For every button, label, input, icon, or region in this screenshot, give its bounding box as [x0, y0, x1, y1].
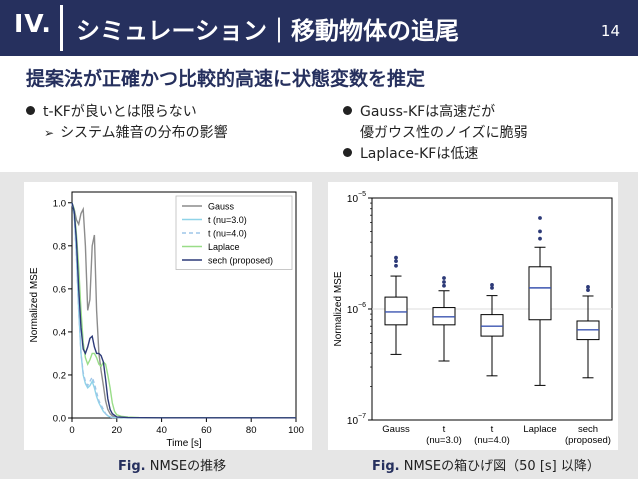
- nmse-line-chart: 0 20 40 60 80 100 0.0 0.2 0.4 0.6 0.8 1.0 Time [s] No…: [24, 182, 312, 450]
- legend-label: Gauss: [208, 202, 235, 212]
- y-tick-label: 10−6: [347, 302, 366, 316]
- legend-label: t (nu=4.0): [208, 229, 247, 239]
- outlier-point: [442, 283, 446, 288]
- box: [384, 296, 408, 326]
- x-tick-label: 20: [112, 425, 123, 436]
- bullet-item: t-KFが良いとは限らない: [26, 102, 228, 123]
- outlier-point: [490, 285, 494, 290]
- outlier-point: [538, 229, 542, 234]
- outlier-point: [538, 236, 542, 241]
- bullet-dot-icon: [26, 106, 35, 115]
- x-category-label: (proposed): [565, 435, 611, 446]
- series-line: [71, 202, 296, 419]
- slide-title: シミュレーション｜移動物体の追尾: [76, 17, 460, 45]
- x-tick-label: 40: [156, 425, 167, 436]
- caption-fig-label: Fig.: [118, 459, 146, 474]
- x-category-label: (nu=4.0): [474, 435, 510, 446]
- outlier-point: [394, 263, 398, 268]
- bullet-continuation: 優ガウス性のノイズに脆弱: [343, 123, 528, 144]
- x-category-label: sech: [578, 424, 598, 435]
- caption-text: NMSEの箱ひげ図（50 [s] 以降）: [403, 459, 600, 474]
- nmse-box-chart: 10−5 10−6 10−7 Normalized MSE Gauss t (nu=3.0)…: [328, 182, 618, 450]
- outlier-point: [538, 216, 542, 220]
- header-divider: [60, 5, 63, 51]
- section-number: IV.: [14, 9, 52, 38]
- bullet-item: Laplace-KFは低速: [343, 144, 528, 165]
- outlier-point: [394, 255, 398, 260]
- outlier-point: [394, 259, 398, 264]
- y-tick-label: 0.6: [53, 284, 66, 295]
- y-tick-label: 0.0: [53, 414, 66, 425]
- x-category-label: t: [491, 424, 494, 435]
- series-line: [71, 202, 296, 419]
- legend-label: t (nu=3.0): [208, 215, 247, 225]
- y-tick-label: 10−7: [347, 413, 366, 427]
- caption-text: NMSEの推移: [149, 459, 227, 474]
- bullet-item: Gauss-KFは高速だが: [343, 102, 528, 123]
- y-axis-label: Normalized MSE: [333, 271, 344, 346]
- y-tick-label: 10−5: [347, 191, 366, 205]
- right-bullet-list: Gauss-KFは高速だが 優ガウス性のノイズに脆弱 Laplace-KFは低速: [343, 102, 528, 165]
- x-axis-label: Time [s]: [166, 438, 201, 449]
- slide-subtitle: 提案法が正確かつ比較的高速に状態変数を推定: [26, 68, 426, 90]
- box: [480, 314, 504, 337]
- bullet-text: Gauss-KFは高速だが: [360, 104, 496, 120]
- nmse-line-chart-svg: 0 20 40 60 80 100 0.0 0.2 0.4 0.6 0.8 1.0 Time [s] No…: [29, 191, 304, 449]
- y-axis-label: Normalized MSE: [29, 267, 40, 342]
- x-category-label: (nu=3.0): [426, 435, 462, 446]
- sub-bullet-text: システム雑音の分布の影響: [60, 125, 228, 141]
- legend-box: [175, 195, 293, 270]
- left-figure-caption: Fig. NMSEの推移: [118, 455, 226, 474]
- x-category-label: Laplace: [523, 424, 556, 435]
- y-tick-label: 0.2: [53, 370, 66, 381]
- legend-label: sech (proposed): [208, 256, 273, 266]
- y-tick-label: 1.0: [53, 198, 66, 209]
- arrow-bullet-icon: ➢: [44, 126, 55, 140]
- bullet-text: 優ガウス性のノイズに脆弱: [360, 125, 528, 141]
- outlier-point: [442, 280, 446, 284]
- outlier-point: [586, 288, 590, 293]
- left-bullet-list: t-KFが良いとは限らない ➢ システム雑音の分布の影響: [26, 102, 228, 144]
- box: [528, 266, 552, 321]
- y-tick-label: 0.8: [53, 241, 66, 252]
- bullet-dot-icon: [343, 106, 352, 115]
- x-category-label: Gauss: [382, 424, 410, 435]
- bullet-text: Laplace-KFは低速: [360, 146, 479, 162]
- x-tick-label: 100: [288, 425, 304, 436]
- x-tick-label: 60: [201, 425, 212, 436]
- series-line: [71, 202, 296, 419]
- x-category-label: t: [443, 424, 446, 435]
- x-tick-label: 0: [69, 425, 74, 436]
- bullet-text: t-KFが良いとは限らない: [43, 104, 197, 120]
- outlier-point: [490, 282, 494, 287]
- page-number: 14: [600, 22, 620, 40]
- figure-area: 0 20 40 60 80 100 0.0 0.2 0.4 0.6 0.8 1.0 Time [s] No…: [0, 172, 638, 479]
- outlier-point: [442, 276, 446, 280]
- outlier-point: [586, 285, 590, 289]
- slide-header: IV. シミュレーション｜移動物体の追尾 14: [0, 0, 638, 56]
- y-tick-label: 0.4: [53, 327, 66, 338]
- bullet-dot-icon: [343, 148, 352, 157]
- right-figure-caption: Fig. NMSEの箱ひげ図（50 [s] 以降）: [372, 455, 600, 474]
- caption-fig-label: Fig.: [372, 459, 400, 474]
- x-tick-label: 80: [246, 425, 257, 436]
- sub-bullet-item: ➢ システム雑音の分布の影響: [26, 123, 228, 144]
- legend-label: Laplace: [208, 242, 240, 252]
